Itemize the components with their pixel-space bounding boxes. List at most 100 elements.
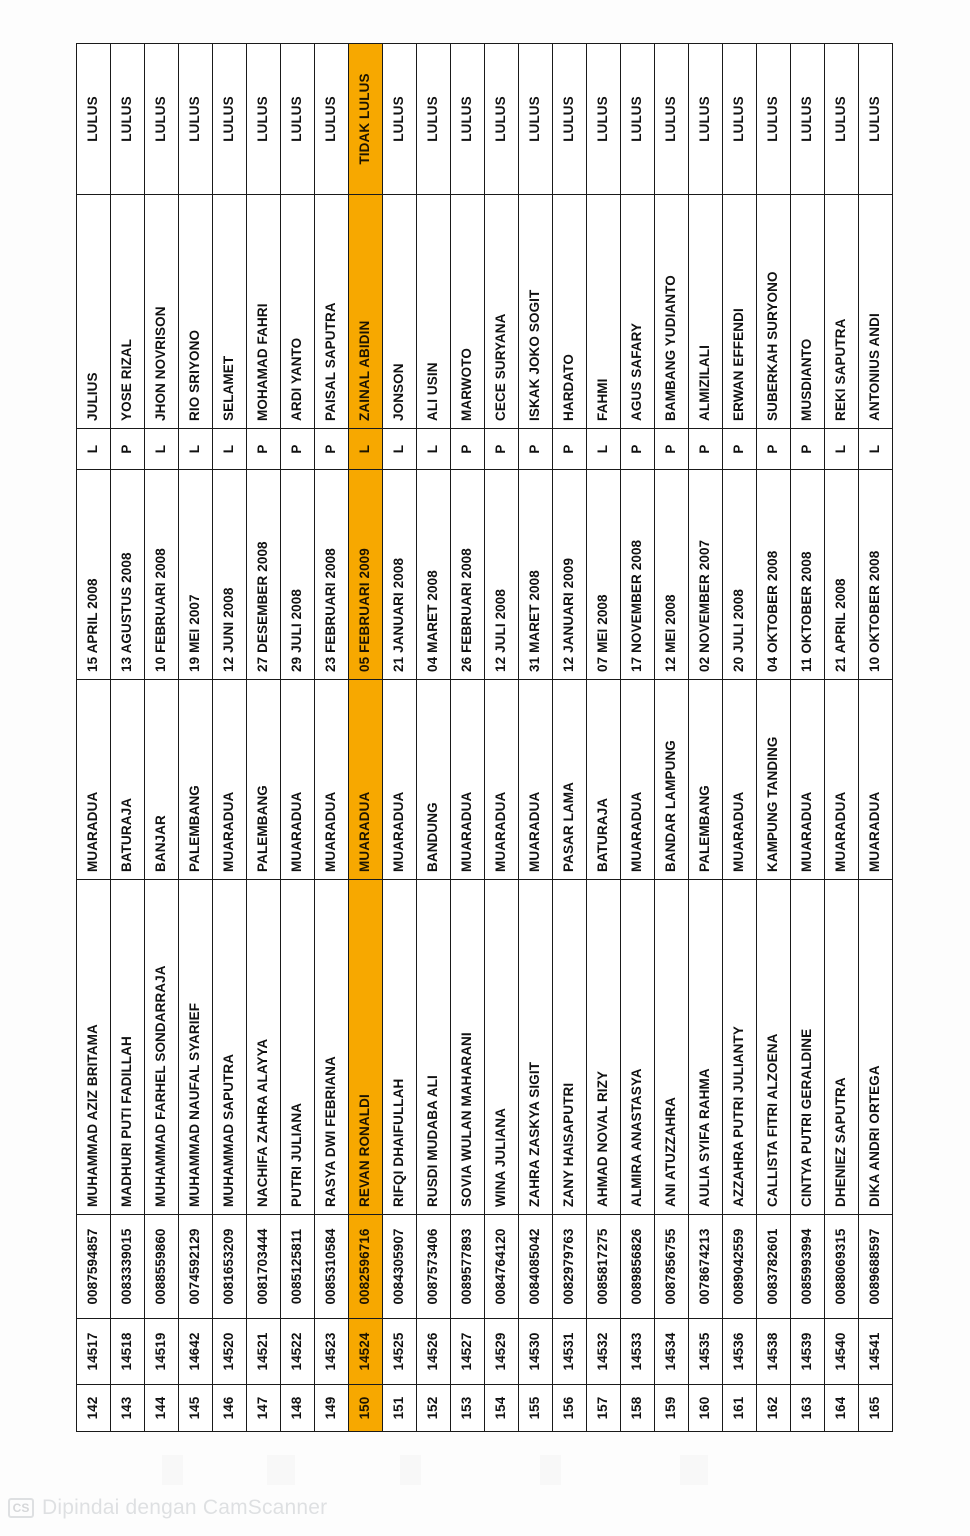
cell-name: MUHAMMAD FARHEL SONDARRAJA xyxy=(144,879,179,1215)
cell-father: BAMBANG YUDIANTO xyxy=(654,194,689,429)
cell-reg: 14530 xyxy=(518,1318,553,1385)
cell-place: MUARADUA xyxy=(314,679,349,880)
table-row[interactable]: 154 14529 0084764120 WINA JULIANA MUARADUA 12… xyxy=(484,43,519,1432)
cell-status: LULUS xyxy=(450,43,485,195)
cell-nisn: 0082596716 xyxy=(348,1214,383,1319)
cell-name: ZAHRA ZASKYA SIGIT xyxy=(518,879,553,1215)
cell-place: BANDUNG xyxy=(416,679,451,880)
cell-no: 158 xyxy=(620,1384,655,1432)
table-row[interactable]: 163 14539 0085993994 CINTYA PUTRI GERALDINE… xyxy=(790,43,825,1432)
cell-name: REVAN RONALDI xyxy=(348,879,383,1215)
table-row[interactable]: 165 14541 0089688597 DIKA ANDRI ORTEGA MUARA… xyxy=(858,43,893,1432)
cell-sex: L xyxy=(212,428,247,470)
cell-status: LULUS xyxy=(824,43,859,195)
cell-father: RIO SRIYONO xyxy=(178,194,213,429)
cell-father: MUSDIANTO xyxy=(790,194,825,429)
cell-nisn: 0085817275 xyxy=(586,1214,621,1319)
table-row[interactable]: 159 14534 0087856755 ANI ATUZZAHRA BANDAR LA… xyxy=(654,43,689,1432)
table-row[interactable]: 153 14527 0089577893 SOVIA WULAN MAHARANI MU… xyxy=(450,43,485,1432)
cell-date: 27 DESEMBER 2008 xyxy=(246,469,281,680)
table-row[interactable]: 155 14530 0084085042 ZAHRA ZASKYA SIGIT MUAR… xyxy=(518,43,553,1432)
cell-status: LULUS xyxy=(280,43,315,195)
cell-no: 148 xyxy=(280,1384,315,1432)
cell-father: ANTONIUS ANDI xyxy=(858,194,893,429)
cell-no: 149 xyxy=(314,1384,349,1432)
cell-name: MUHAMMAD AZIZ BRITAMA xyxy=(76,879,111,1215)
cell-date: 12 JUNI 2008 xyxy=(212,469,247,680)
table-row[interactable]: 164 14540 0088069315 DHENIEZ SAPUTRA MUARADU… xyxy=(824,43,859,1432)
table-row[interactable]: 161 14536 0089042559 AZZAHRA PUTRI JULIANTY… xyxy=(722,43,757,1432)
table-row[interactable]: 160 14535 0078674213 AULIA SYIFA RAHMA PALEM… xyxy=(688,43,723,1432)
table-row[interactable]: 156 14531 0082979763 ZANY HAISAPUTRI PASAR L… xyxy=(552,43,587,1432)
table-row[interactable]: 162 14538 0083782601 CALLISTA FITRI ALZOENA… xyxy=(756,43,791,1432)
cell-sex: P xyxy=(280,428,315,470)
cell-status: LULUS xyxy=(484,43,519,195)
table-row[interactable]: 152 14526 0087573406 RUSDI MUDABA ALI BANDUN… xyxy=(416,43,451,1432)
cell-sex: P xyxy=(688,428,723,470)
cell-reg: 14525 xyxy=(382,1318,417,1385)
cell-place: MUARADUA xyxy=(382,679,417,880)
cell-father: ERWAN EFFENDI xyxy=(722,194,757,429)
cell-sex: P xyxy=(552,428,587,470)
cell-status: LULUS xyxy=(76,43,111,195)
cell-date: 13 AGUSTUS 2008 xyxy=(110,469,145,680)
table-row[interactable]: 143 14518 0083339015 MADHURI PUTI FADILLAH B… xyxy=(110,43,145,1432)
cell-status: LULUS xyxy=(110,43,145,195)
cell-name: AHMAD NOVAL RIZY xyxy=(586,879,621,1215)
table-row[interactable]: 144 14519 0088559860 MUHAMMAD FARHEL SONDAR… xyxy=(144,43,179,1432)
table-row[interactable]: 151 14525 0084305907 RIFQI DHAIFULLAH MUARAD… xyxy=(382,43,417,1432)
table-row[interactable]: 142 14517 0087594857 MUHAMMAD AZIZ BRITAMA M… xyxy=(76,43,111,1432)
cell-nisn: 0083782601 xyxy=(756,1214,791,1319)
cell-sex: P xyxy=(654,428,689,470)
cell-date: 05 FEBRUARI 2009 xyxy=(348,469,383,680)
cell-status: LULUS xyxy=(144,43,179,195)
cell-reg: 14521 xyxy=(246,1318,281,1385)
cell-reg: 14533 xyxy=(620,1318,655,1385)
cell-sex: L xyxy=(348,428,383,470)
cell-reg: 14527 xyxy=(450,1318,485,1385)
cell-no: 156 xyxy=(552,1384,587,1432)
cell-name: SOVIA WULAN MAHARANI xyxy=(450,879,485,1215)
table-body: 142 14517 0087594857 MUHAMMAD AZIZ BRITAMA M… xyxy=(76,43,893,1432)
table-row[interactable]: 158 14533 0089856826 ALMIRA ANASTASYA MUARAD… xyxy=(620,43,655,1432)
cell-sex: L xyxy=(416,428,451,470)
cell-status: TIDAK LULUS xyxy=(348,43,383,195)
cell-place: BATURAJA xyxy=(110,679,145,880)
cell-status: LULUS xyxy=(212,43,247,195)
cell-nisn: 0085125811 xyxy=(280,1214,315,1319)
cell-no: 150 xyxy=(348,1384,383,1432)
table-row[interactable]: 147 14521 0081703444 NACHIFA ZAHRA ALAYYA PA… xyxy=(246,43,281,1432)
cell-date: 12 JULI 2008 xyxy=(484,469,519,680)
cell-nisn: 0083339015 xyxy=(110,1214,145,1319)
table-row[interactable]: 145 14642 0074592129 MUHAMMAD NAUFAL SYARIE… xyxy=(178,43,213,1432)
cell-nisn: 0084085042 xyxy=(518,1214,553,1319)
table-row[interactable]: 150 14524 0082596716 REVAN RONALDI MUARADUA 0… xyxy=(348,43,383,1432)
cell-father: ZAINAL ABIDIN xyxy=(348,194,383,429)
cell-father: YOSE RIZAL xyxy=(110,194,145,429)
table-row[interactable]: 149 14523 0085310584 RASYA DWI FEBRIANA MUAR… xyxy=(314,43,349,1432)
cell-nisn: 0084305907 xyxy=(382,1214,417,1319)
cell-status: LULUS xyxy=(314,43,349,195)
cell-nisn: 0085993994 xyxy=(790,1214,825,1319)
cell-nisn: 0087573406 xyxy=(416,1214,451,1319)
cell-no: 144 xyxy=(144,1384,179,1432)
cell-name: AULIA SYIFA RAHMA xyxy=(688,879,723,1215)
cell-sex: L xyxy=(824,428,859,470)
cell-status: LULUS xyxy=(858,43,893,195)
table-row[interactable]: 148 14522 0085125811 PUTRI JULIANA MUARADUA 2… xyxy=(280,43,315,1432)
cell-reg: 14540 xyxy=(824,1318,859,1385)
scan-artifact xyxy=(120,1455,820,1485)
cell-nisn: 0084764120 xyxy=(484,1214,519,1319)
cell-sex: P xyxy=(620,428,655,470)
cell-no: 163 xyxy=(790,1384,825,1432)
rotated-table-container: 142 14517 0087594857 MUHAMMAD AZIZ BRITAMA M… xyxy=(76,43,893,1432)
cell-nisn: 0082979763 xyxy=(552,1214,587,1319)
cell-nisn: 0089856826 xyxy=(620,1214,655,1319)
table-row[interactable]: 157 14532 0085817275 AHMAD NOVAL RIZY BATURA… xyxy=(586,43,621,1432)
cell-sex: P xyxy=(790,428,825,470)
cell-place: PALEMBANG xyxy=(688,679,723,880)
table-row[interactable]: 146 14520 0081653209 MUHAMMAD SAPUTRA MUARAD… xyxy=(212,43,247,1432)
cell-sex: P xyxy=(450,428,485,470)
cell-reg: 14517 xyxy=(76,1318,111,1385)
